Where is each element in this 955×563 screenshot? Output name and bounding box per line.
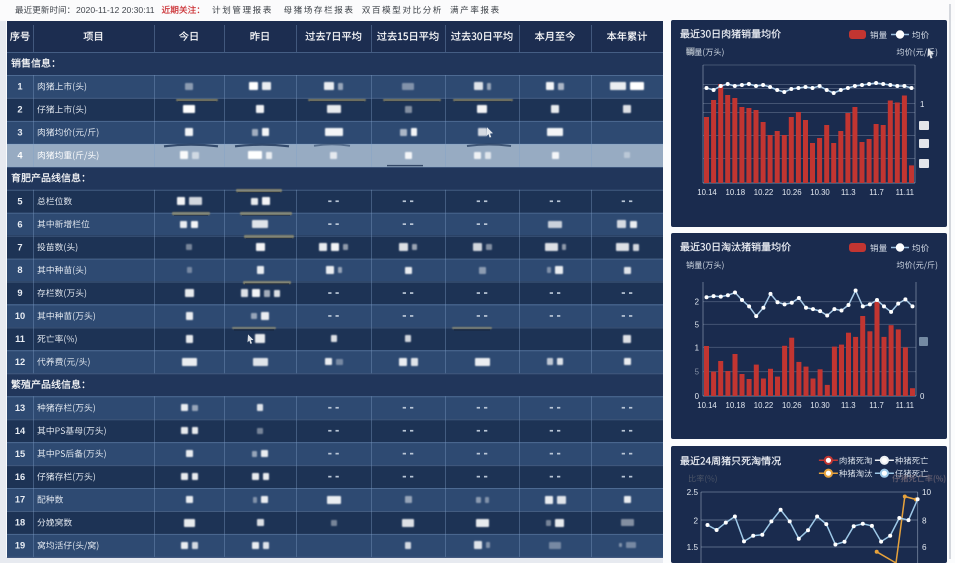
svg-text:7: 7 [17,242,22,252]
svg-text:5: 5 [695,320,700,329]
svg-text:14: 14 [15,426,26,436]
svg-text:5: 5 [17,196,22,206]
svg-text:4: 4 [17,151,23,161]
svg-text:8: 8 [922,516,927,525]
svg-text:2020-11-12 20:30:11: 2020-11-12 20:30:11 [76,5,155,15]
svg-text:10: 10 [15,311,25,321]
svg-text:19: 19 [15,541,25,551]
svg-text:1.5: 1.5 [687,543,699,552]
svg-text:10.22: 10.22 [754,188,774,197]
svg-text:17: 17 [15,495,25,505]
svg-text:10.26: 10.26 [782,188,802,197]
svg-text:11.3: 11.3 [841,401,856,410]
svg-text:18: 18 [15,518,25,528]
svg-text:1: 1 [920,100,924,109]
svg-text:11.11: 11.11 [896,188,914,197]
svg-text:10.14: 10.14 [697,401,717,410]
svg-text:11.11: 11.11 [896,401,914,410]
svg-text:0: 0 [695,392,700,401]
svg-text:2: 2 [17,105,22,115]
svg-text:10.30: 10.30 [810,401,830,410]
svg-text:11.7: 11.7 [869,188,884,197]
svg-text:12: 12 [15,357,25,367]
svg-text:1: 1 [17,82,22,92]
svg-text:11: 11 [15,334,25,344]
svg-text:10.26: 10.26 [782,401,802,410]
svg-text:10.18: 10.18 [726,188,746,197]
svg-text:10.14: 10.14 [697,188,717,197]
svg-text:3: 3 [17,128,22,138]
svg-text:9: 9 [17,288,22,298]
svg-text:10.22: 10.22 [754,401,774,410]
svg-text:16: 16 [15,472,25,482]
svg-text:10: 10 [922,488,932,497]
svg-text:10.30: 10.30 [810,188,830,197]
svg-text:11.7: 11.7 [869,401,884,410]
svg-text:2: 2 [693,516,698,525]
svg-text:11.3: 11.3 [841,188,856,197]
svg-text:2.5: 2.5 [687,488,699,497]
svg-text:0: 0 [920,392,925,401]
svg-text:1: 1 [695,343,699,352]
svg-text:6: 6 [17,219,22,229]
svg-text:15: 15 [15,449,25,459]
svg-text:2: 2 [695,298,699,307]
svg-text:13: 13 [15,403,25,413]
svg-text:6: 6 [922,543,927,552]
svg-text:10.18: 10.18 [726,401,746,410]
svg-text:8: 8 [17,265,22,275]
svg-text:5: 5 [695,368,700,377]
